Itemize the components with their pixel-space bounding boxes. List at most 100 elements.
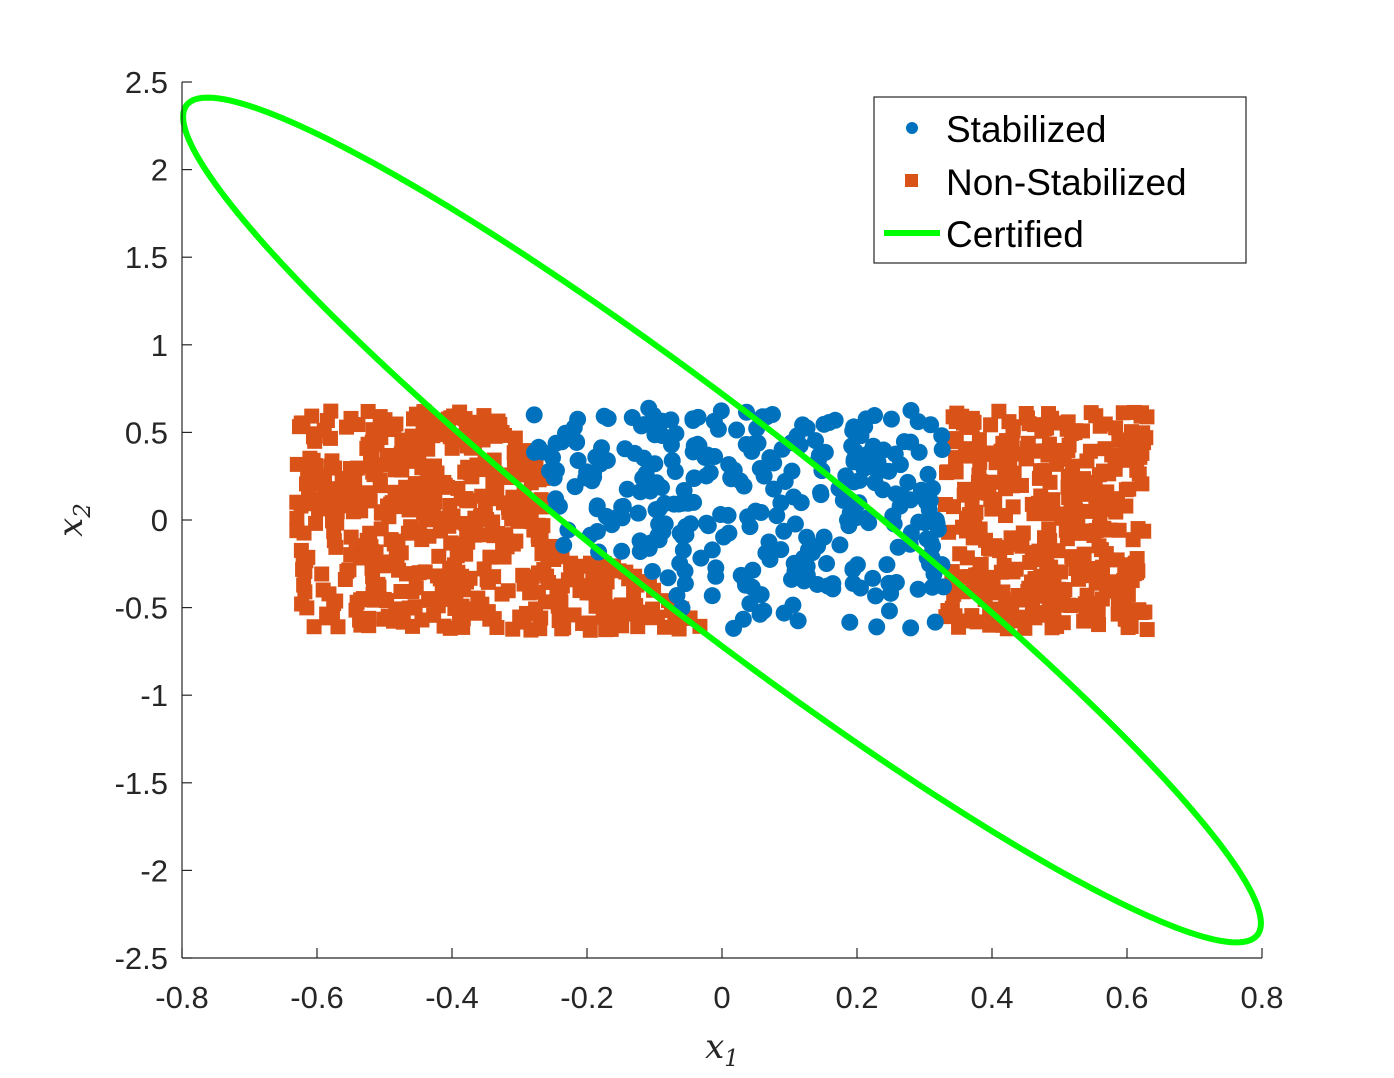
non-stabilized-point xyxy=(1080,609,1096,625)
non-stabilized-point xyxy=(1139,622,1155,638)
non-stabilized-point xyxy=(952,546,968,562)
stabilized-point xyxy=(676,575,694,593)
stabilized-point xyxy=(626,444,644,462)
stabilized-point xyxy=(641,482,659,500)
non-stabilized-point xyxy=(1041,506,1057,522)
non-stabilized-point xyxy=(1039,420,1055,436)
stabilized-point xyxy=(629,504,647,522)
stabilized-point xyxy=(741,518,759,536)
non-stabilized-point xyxy=(293,498,309,514)
y-axis-label-subscript: 2 xyxy=(70,503,96,519)
non-stabilized-point xyxy=(1008,561,1024,577)
stabilized-point xyxy=(699,446,717,464)
non-stabilized-point xyxy=(495,538,511,554)
non-stabilized-point xyxy=(1095,463,1111,479)
stabilized-point xyxy=(613,542,631,560)
non-stabilized-point xyxy=(1045,492,1061,508)
non-stabilized-point xyxy=(1067,425,1083,441)
stabilized-point xyxy=(794,416,812,434)
stabilized-point xyxy=(815,528,833,546)
non-stabilized-point xyxy=(575,615,591,631)
stabilized-point xyxy=(555,536,573,554)
non-stabilized-point xyxy=(1019,440,1035,456)
stabilized-point xyxy=(887,573,905,591)
non-stabilized-point xyxy=(306,619,322,635)
stabilized-point xyxy=(755,602,773,620)
non-stabilized-point xyxy=(1046,572,1062,588)
non-stabilized-point xyxy=(361,485,377,501)
non-stabilized-point xyxy=(993,564,1009,580)
x-tick-label: 0.8 xyxy=(1240,980,1283,1015)
non-stabilized-point xyxy=(598,622,614,638)
stabilized-point xyxy=(646,455,664,473)
non-stabilized-point xyxy=(475,432,491,448)
non-stabilized-point xyxy=(360,436,376,452)
non-stabilized-point xyxy=(485,475,501,491)
non-stabilized-point xyxy=(374,504,390,520)
stabilized-point xyxy=(819,577,837,595)
non-stabilized-point xyxy=(393,583,409,599)
stabilized-point xyxy=(600,509,618,527)
legend-label-certified: Certified xyxy=(946,214,1084,255)
stabilized-point xyxy=(679,494,697,512)
non-stabilized-point xyxy=(1106,580,1122,596)
stabilized-point xyxy=(922,416,940,434)
y-axis-ticks: 2.5 2 1.5 1 0.5 0 -0.5 -1 -1.5 -2 -2.5 xyxy=(115,65,192,976)
non-stabilized-point xyxy=(486,569,502,585)
non-stabilized-point xyxy=(464,601,480,617)
non-stabilized-point xyxy=(505,621,521,637)
stabilized-point xyxy=(663,452,681,470)
non-stabilized-point xyxy=(1131,466,1147,482)
non-stabilized-point xyxy=(1093,493,1109,509)
non-stabilized-point xyxy=(337,572,353,588)
stabilized-point xyxy=(643,562,661,580)
non-stabilized-point xyxy=(1026,506,1042,522)
non-stabilized-point xyxy=(460,534,476,550)
non-stabilized-point xyxy=(532,621,548,637)
non-stabilized-point xyxy=(326,533,342,549)
stabilized-point xyxy=(923,578,941,596)
non-stabilized-point xyxy=(360,403,376,419)
non-stabilized-point xyxy=(326,596,342,612)
stabilized-point xyxy=(675,481,693,499)
non-stabilized-point xyxy=(415,418,431,434)
non-stabilized-point xyxy=(329,515,345,531)
stabilized-point xyxy=(728,421,746,439)
non-stabilized-point xyxy=(426,607,442,623)
stabilized-point xyxy=(722,470,740,488)
x-axis-ticks: -0.8 -0.6 -0.4 -0.2 0 0.2 0.4 0.6 0.8 xyxy=(155,948,1284,1015)
non-stabilized-point xyxy=(937,496,953,512)
non-stabilized-point xyxy=(975,579,991,595)
y-axis-label-main: x xyxy=(51,518,91,537)
stabilized-point xyxy=(926,613,944,631)
non-stabilized-point xyxy=(539,568,555,584)
non-stabilized-point xyxy=(455,582,471,598)
x-tick-label: 0.4 xyxy=(970,980,1013,1015)
stabilized-point xyxy=(933,441,951,459)
non-stabilized-point xyxy=(363,539,379,555)
non-stabilized-point xyxy=(365,587,381,603)
non-stabilized-point xyxy=(474,488,490,504)
non-stabilized-point xyxy=(1083,405,1099,421)
non-stabilized-point xyxy=(395,614,411,630)
non-stabilized-point xyxy=(1120,620,1136,636)
non-stabilized-point xyxy=(464,469,480,485)
stabilized-point xyxy=(752,503,770,521)
stabilized-point xyxy=(671,554,689,572)
non-stabilized-point xyxy=(343,410,359,426)
non-stabilized-point xyxy=(1005,419,1021,435)
stabilized-point xyxy=(864,569,882,587)
stabilized-point xyxy=(752,586,770,604)
non-stabilized-point xyxy=(336,498,352,514)
non-stabilized-point xyxy=(314,469,330,485)
stabilized-point xyxy=(763,405,781,423)
non-stabilized-point xyxy=(416,431,432,447)
non-stabilized-point xyxy=(295,415,311,431)
non-stabilized-point xyxy=(450,564,466,580)
non-stabilized-point xyxy=(998,540,1014,556)
y-axis-label: x2 xyxy=(51,503,96,537)
x-tick-label: 0 xyxy=(713,980,730,1015)
stabilized-point xyxy=(761,550,779,568)
stabilized-point xyxy=(831,536,849,554)
